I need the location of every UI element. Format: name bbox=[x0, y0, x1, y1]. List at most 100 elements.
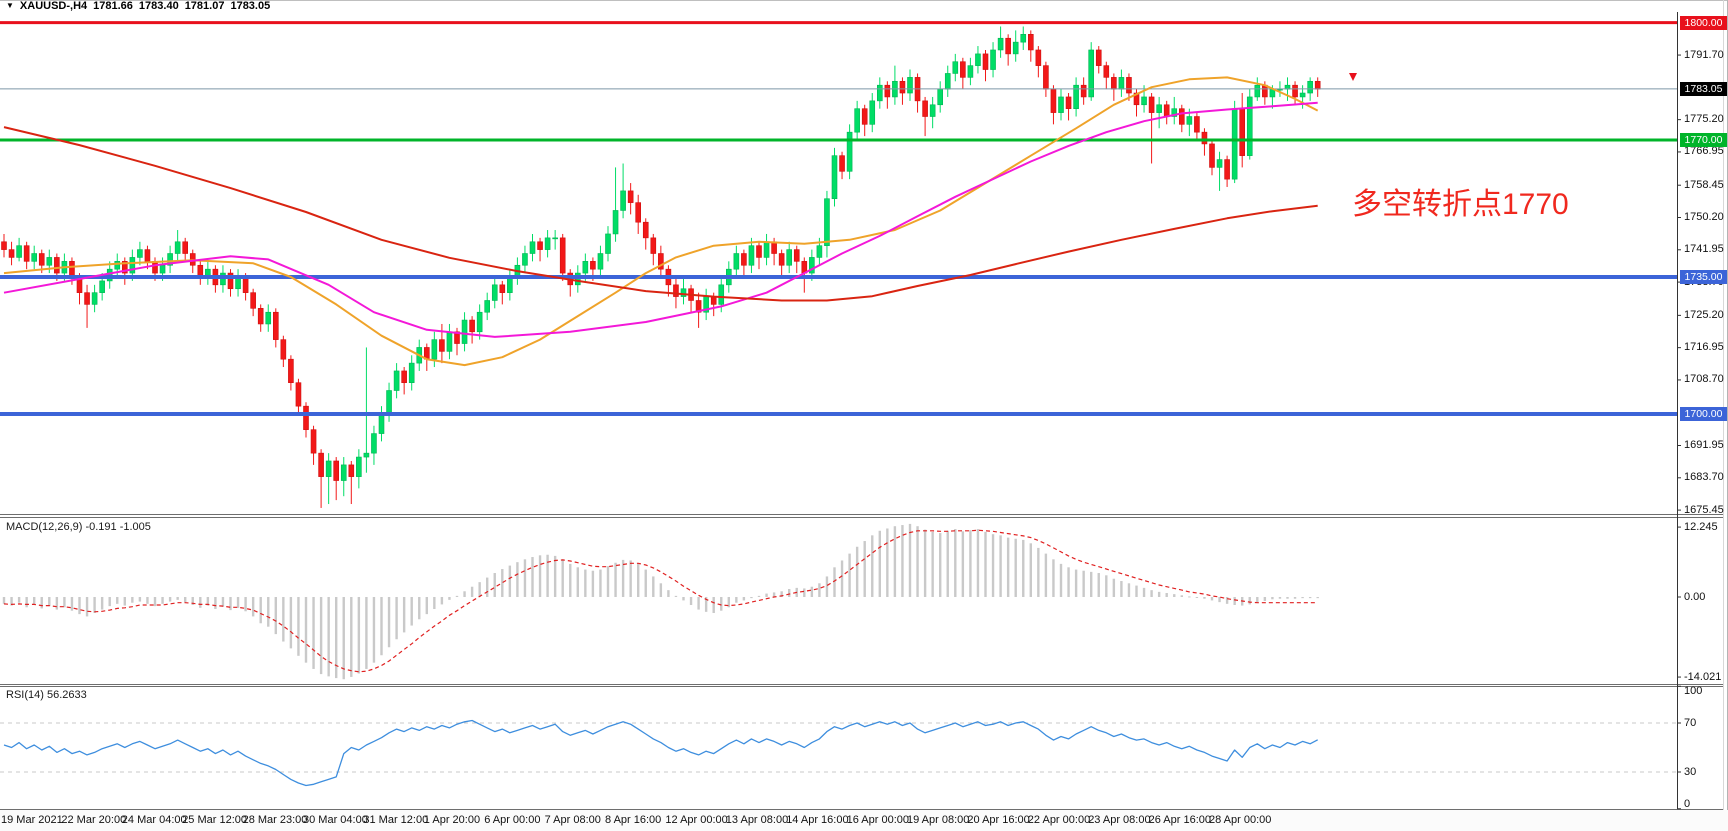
macd-histogram-bar bbox=[1029, 543, 1032, 597]
macd-histogram-bar bbox=[999, 535, 1002, 597]
macd-histogram-bar bbox=[984, 531, 987, 597]
time-axis-strip[interactable] bbox=[0, 810, 1728, 831]
macd-histogram-bar bbox=[1293, 597, 1297, 599]
candle-body bbox=[1, 241, 7, 250]
candle-body bbox=[23, 245, 30, 262]
candle-body bbox=[431, 339, 438, 360]
macd-histogram-bar bbox=[863, 541, 866, 597]
candle-body bbox=[461, 319, 468, 344]
candle-body bbox=[1148, 96, 1155, 113]
candle-body bbox=[325, 460, 332, 477]
macd-histogram-bar bbox=[335, 597, 338, 679]
time-label: 22 Apr 00:00 bbox=[1027, 814, 1091, 826]
price-tick-label: 1766.95 bbox=[1684, 145, 1724, 158]
time-label: 7 Apr 08:00 bbox=[544, 814, 601, 826]
candle-body bbox=[922, 100, 928, 117]
time-label: 28 Mar 23:00 bbox=[242, 814, 308, 826]
time-label: 19 Apr 08:00 bbox=[907, 814, 970, 826]
macd-histogram-bar bbox=[561, 559, 564, 597]
candle-body bbox=[1065, 96, 1072, 109]
macd-histogram-bar bbox=[312, 597, 315, 669]
candle-body bbox=[854, 108, 860, 133]
macd-histogram-bar bbox=[327, 597, 330, 677]
candle-body bbox=[1005, 37, 1011, 55]
candle-body bbox=[597, 253, 604, 270]
macd-histogram-bar bbox=[191, 597, 194, 605]
macd-histogram-bar bbox=[493, 573, 496, 597]
candle-body bbox=[1292, 84, 1298, 98]
candle-body bbox=[272, 311, 279, 340]
time-label: 16 Apr 00:00 bbox=[846, 814, 909, 826]
candle-body bbox=[793, 249, 800, 262]
macd-histogram-bar bbox=[425, 597, 428, 615]
candle-body bbox=[167, 253, 173, 266]
macd-histogram-bar bbox=[1301, 597, 1304, 599]
candle-body bbox=[69, 261, 75, 278]
candle-body bbox=[401, 370, 407, 383]
macd-histogram-bar bbox=[682, 597, 685, 601]
candle-body bbox=[499, 284, 506, 293]
price-tick-label: 1675.45 bbox=[1684, 503, 1724, 516]
macd-histogram-bar bbox=[1256, 597, 1259, 603]
candle-body bbox=[129, 257, 136, 274]
macd-histogram-bar bbox=[40, 597, 43, 609]
candle-body bbox=[1231, 108, 1238, 180]
macd-histogram-bar bbox=[1022, 539, 1025, 597]
macd-histogram-bar bbox=[1059, 563, 1063, 597]
macd-histogram-bar bbox=[319, 597, 323, 675]
candle-body bbox=[839, 155, 845, 172]
candle-body bbox=[340, 464, 347, 481]
last-price-marker-icon bbox=[1349, 73, 1357, 81]
macd-histogram-bar bbox=[1052, 559, 1055, 597]
price-tick-label: 1791.70 bbox=[1684, 48, 1724, 61]
candle-body bbox=[627, 190, 634, 203]
macd-histogram-bar bbox=[538, 555, 542, 597]
macd-histogram-bar bbox=[1225, 597, 1229, 604]
macd-histogram-bar bbox=[629, 560, 632, 597]
macd-histogram-bar bbox=[131, 597, 134, 603]
macd-histogram-bar bbox=[659, 583, 663, 597]
candle-body bbox=[242, 276, 249, 293]
macd-histogram-bar bbox=[697, 597, 700, 610]
candle-body bbox=[673, 284, 679, 297]
candle-body bbox=[937, 88, 944, 106]
macd-histogram-bar bbox=[214, 597, 217, 609]
price-badge-1800.00: 1800.00 bbox=[1680, 15, 1727, 30]
time-label: 13 Apr 08:00 bbox=[725, 814, 789, 826]
macd-histogram-bar bbox=[516, 562, 519, 597]
macd-histogram-bar bbox=[667, 590, 670, 597]
candle-body bbox=[174, 241, 181, 254]
macd-histogram-bar bbox=[735, 597, 738, 603]
candle-body bbox=[356, 456, 362, 477]
symbol-dropdown-icon[interactable]: ▼ bbox=[6, 1, 14, 10]
rsi-line bbox=[3, 719, 1319, 787]
macd-histogram-bar bbox=[116, 597, 119, 604]
candle-body bbox=[31, 253, 38, 262]
time-label: 30 Mar 04:00 bbox=[303, 814, 368, 826]
candle-body bbox=[333, 460, 340, 481]
macd-histogram-bar bbox=[772, 592, 776, 597]
macd-histogram-bar bbox=[93, 597, 96, 613]
candle-body bbox=[756, 245, 762, 258]
candle-body bbox=[1224, 159, 1230, 180]
macd-histogram-bar bbox=[976, 529, 980, 597]
macd-histogram-bar bbox=[1173, 594, 1176, 597]
candle-body bbox=[960, 61, 966, 78]
candle-body bbox=[363, 452, 370, 458]
macd-histogram-bar bbox=[168, 597, 172, 602]
time-label: 12 Apr 00:00 bbox=[665, 814, 728, 826]
candle-body bbox=[1012, 41, 1019, 55]
candle-body bbox=[876, 84, 883, 102]
candle-body bbox=[295, 382, 302, 407]
macd-histogram-bar bbox=[1127, 583, 1131, 597]
macd-indicator-label: MACD(12,26,9) -0.191 -1.005 bbox=[6, 521, 151, 533]
macd-histogram-bar bbox=[704, 597, 708, 612]
rsi-indicator-label: RSI(14) 56.2633 bbox=[6, 689, 87, 701]
macd-histogram-bar bbox=[954, 529, 957, 597]
candle-body bbox=[1095, 49, 1102, 66]
candle-body bbox=[84, 292, 90, 305]
macd-histogram-bar bbox=[274, 597, 277, 635]
macd-histogram-bar bbox=[1165, 593, 1168, 597]
